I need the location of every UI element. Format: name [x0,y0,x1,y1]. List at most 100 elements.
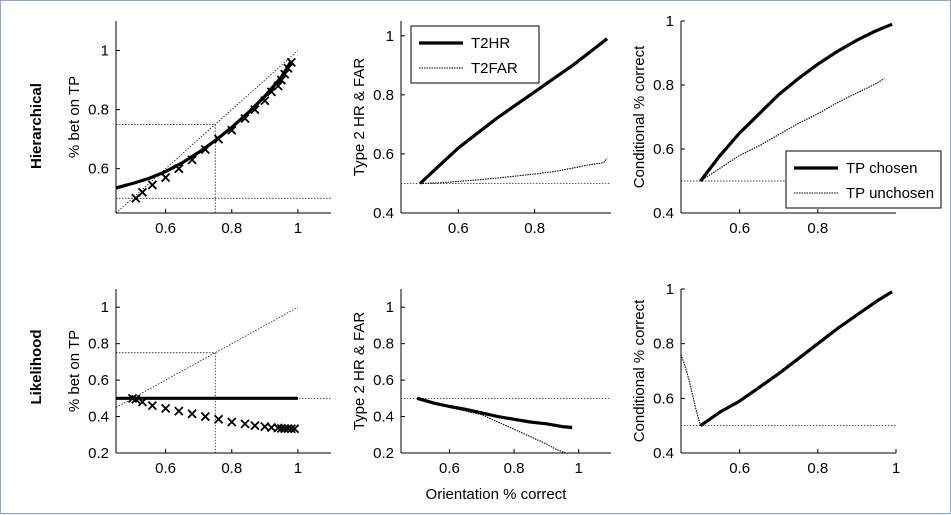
legend-box [785,150,942,209]
chart-hier-2: 0.6 0.8 0.4 0.6 0.8 1 Type 2 HR & FAR T2HR T2FAR [351,21,611,237]
legend-label: TP unchosen [846,185,934,202]
marker-x [200,411,210,422]
y-axis-label: Conditional % correct [631,299,648,442]
x-tick-label: 0.8 [524,220,545,237]
row-label-hierarchical: Hierarchical [28,83,45,169]
y-tick-label: 0.6 [88,372,109,389]
marker-x [280,69,290,79]
x-tick-label: 0.6 [439,460,460,477]
y-axis-label: Type 2 HR & FAR [351,58,368,177]
x-tick-label: 0.6 [729,460,750,477]
row-label-likelihood: Likelihood [28,330,45,405]
marker-x [187,155,197,165]
marker-x [227,417,237,427]
marker-x [273,81,283,91]
y-axis-label: Conditional % correct [631,45,648,188]
y-tick-label: 0.6 [373,146,394,163]
y-tick-label: 0.8 [653,336,674,353]
y-tick-label: 0.6 [373,372,394,389]
y-axis-label: % bet on TP [66,330,83,412]
y-tick-label: 1 [101,299,109,316]
chart-hier-3: 0.6 0.8 0.4 0.6 0.8 1 Conditional % correct TP … [631,13,942,237]
chart-like-1: 0.6 0.8 1 0.2 0.4 0.6 0.8 1 % bet on TP [66,289,331,477]
y-tick-label: 1 [666,281,674,298]
y-tick-label: 1 [101,43,109,60]
y-tick-label: 0.8 [373,87,394,104]
chart-hier-1: 0.6 0.8 1 0.6 0.8 1 % bet on TP [66,21,331,237]
y-axis-label: Type 2 HR & FAR [351,312,368,431]
series-tp-chosen-line [699,22,893,182]
plot-area [401,37,611,185]
legend: T2HR T2FAR [410,25,540,84]
x-tick-label: 0.8 [807,220,828,237]
marker-x [137,187,148,197]
marker-x [286,57,296,67]
legend-label: TP chosen [846,160,917,177]
marker-x [200,144,210,155]
marker-x [289,424,300,434]
x-tick-label: 0.8 [807,460,828,477]
x-tick-label: 0.6 [729,220,750,237]
y-tick-label: 0.6 [653,390,674,407]
y-tick-label: 0.8 [653,77,674,94]
x-tick-label: 1 [892,460,900,477]
y-tick-label: 0.8 [88,102,109,119]
plot-area [681,290,896,428]
marker-x [213,134,224,144]
y-tick-label: 0.6 [653,141,674,158]
marker-x [240,113,250,124]
y-tick-label: 0.2 [373,445,394,462]
series-tp-unchosen-line [700,78,885,182]
plot-area [401,396,611,453]
y-tick-label: 1 [386,28,394,45]
y-tick-label: 0.8 [88,336,109,353]
marker-x [131,394,141,404]
x-tick-label: 0.6 [155,460,176,477]
x-tick-label: 1 [294,460,302,477]
x-tick-label: 0.8 [221,460,242,477]
series-tp-chosen-line [699,290,893,428]
marker-x [250,104,260,115]
marker-x [160,172,171,183]
plot-area [116,50,331,213]
legend-label: T2FAR [471,60,518,77]
y-tick-label: 1 [386,299,394,316]
x-tick-label: 1 [575,460,583,477]
chart-like-2: 0.6 0.8 1 0.2 0.4 0.6 0.8 1 Type 2 HR & FAR Orien… [351,289,611,503]
x-tick-label: 0.6 [155,220,176,237]
y-tick-label: 0.4 [373,205,394,222]
x-axis-label: Orientation % correct [426,486,568,503]
series-t2far-line [417,397,566,453]
series-tp-unchosen-line [681,354,702,426]
legend: TP chosen TP unchosen [785,150,942,209]
marker-x [160,403,171,413]
series-1-line [116,50,299,213]
series-t2far-line [420,158,608,185]
x-tick-label: 0.6 [448,220,469,237]
marker-x [174,406,184,416]
y-tick-label: 0.4 [653,445,674,462]
marker-x [250,421,260,431]
plot-area [681,22,896,182]
series-0-line [116,60,293,190]
marker-x [137,397,148,407]
series-2 [127,393,300,434]
marker-x [174,164,184,174]
y-tick-label: 0.8 [373,336,394,353]
legend-label: T2HR [471,35,510,52]
marker-x [213,414,224,424]
marker-x [227,125,237,135]
x-tick-label: 1 [294,220,302,237]
series-t2hr-line [419,37,609,185]
marker-x [240,419,250,429]
y-tick-label: 0.2 [88,445,109,462]
chart-like-3: 0.6 0.8 1 0.4 0.6 0.8 1 Conditional % correct [631,281,900,477]
y-tick-label: 0.4 [373,409,394,426]
marker-x [283,63,293,73]
y-tick-label: 1 [666,13,674,30]
plot-area [116,306,331,453]
marker-x [286,424,296,434]
marker-x [147,180,158,190]
